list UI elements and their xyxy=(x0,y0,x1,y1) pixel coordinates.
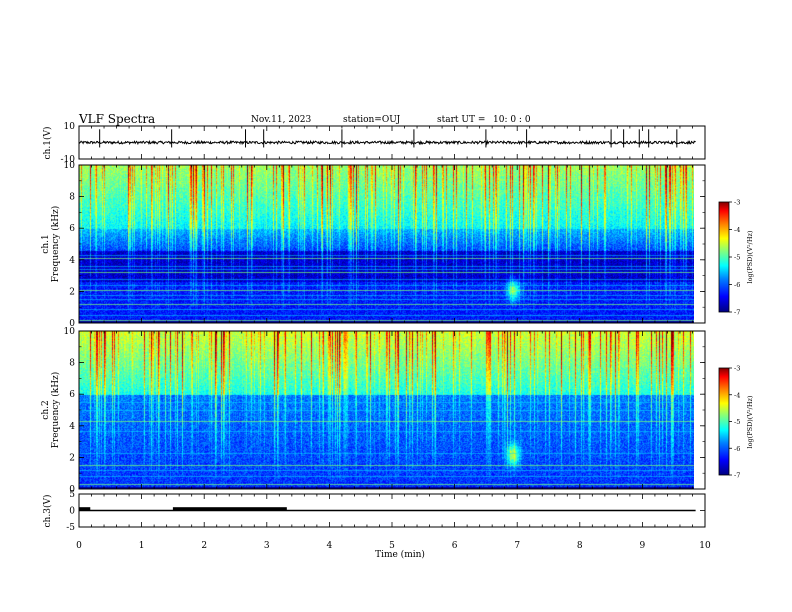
ch2-colorbar xyxy=(718,367,730,476)
ch3-signal-pulse xyxy=(79,507,91,511)
ch2-spectrogram xyxy=(78,330,706,490)
x-tick-label: 5 xyxy=(389,541,395,551)
x-tick-label: 6 xyxy=(452,541,458,551)
x-tick-label: 2 xyxy=(201,541,207,551)
colorbar-tick-label: -3 xyxy=(734,199,740,207)
ch1-waveform-ylabel: ch.1(V) xyxy=(42,127,53,160)
colorbar-labels: -3 -4 -5 -6 -7 -3 -4 -5 -6 -7 xyxy=(729,199,740,480)
colorbar-tick-label: -4 xyxy=(734,226,740,234)
y-tick-label: 10 xyxy=(64,122,76,132)
header-start-label: start UT = xyxy=(437,115,486,125)
x-tick-label: 7 xyxy=(514,541,520,551)
x-tick-label: 9 xyxy=(640,541,646,551)
y-tick-label: 10 xyxy=(64,327,76,337)
y-tick-label: 10 xyxy=(64,161,76,171)
y-tick-label: 6 xyxy=(69,224,75,234)
ch2-spectrogram-ylabel: ch.2 xyxy=(41,400,51,419)
ch1-spectrogram-ylabel2: Frequency (kHz) xyxy=(50,206,61,283)
x-tick-label: 10 xyxy=(699,541,711,551)
ch1-spectrogram xyxy=(78,164,706,324)
y-tick-label: 6 xyxy=(69,390,75,400)
colorbar-tick-label: -4 xyxy=(734,391,740,399)
colorbar-tick-label: -3 xyxy=(734,365,740,373)
ch1-spectrogram-ylabel: ch.1 xyxy=(41,234,51,253)
x-tick-label: 1 xyxy=(139,541,145,551)
ch3-signal-plot xyxy=(79,507,696,512)
ch1-colorbar xyxy=(718,201,730,313)
figure-title: VLF Spectra xyxy=(79,112,156,126)
y-tick-label: 2 xyxy=(69,287,75,297)
ch3-signal-pulse xyxy=(172,507,287,511)
ch2-colorbar-scale xyxy=(718,367,730,476)
y-tick-label: 0 xyxy=(69,507,75,517)
x-axis-label: Time (min) xyxy=(375,549,425,560)
ch1-waveform-line xyxy=(78,139,696,146)
y-tick-label: 0 xyxy=(69,485,75,495)
ch2-colorbar-label: log(PSD)(V²/Hz) xyxy=(746,395,754,448)
header-station: station=OUJ xyxy=(343,115,401,125)
x-tick-label: 3 xyxy=(264,541,270,551)
colorbar-tick-label: -6 xyxy=(734,281,740,289)
ch2-spectrogram-ylabel2: Frequency (kHz) xyxy=(50,372,61,449)
colorbar-tick-label: -6 xyxy=(734,445,740,453)
y-tick-label: 8 xyxy=(69,359,75,369)
x-tick-label: 0 xyxy=(76,541,82,551)
ch2-spectrogram-image xyxy=(79,331,694,489)
ch1-waveform-plot xyxy=(78,129,696,148)
ch1-colorbar-label: log(PSD)(V²/Hz) xyxy=(746,230,754,283)
ch3-signal-ylabel: ch.3(V) xyxy=(42,495,53,528)
y-tick-label: 0 xyxy=(69,319,75,329)
y-tick-label: 5 xyxy=(69,490,75,500)
colorbar-tick-label: -5 xyxy=(734,254,740,262)
ch1-colorbar-scale xyxy=(718,201,730,313)
header-start-time: 10: 0 : 0 xyxy=(493,115,531,125)
colorbar-tick-label: -7 xyxy=(734,309,740,317)
y-tick-label: 4 xyxy=(69,256,75,266)
colorbar-tick-label: -7 xyxy=(734,472,740,480)
x-tick-label: 4 xyxy=(327,541,333,551)
y-tick-label: -10 xyxy=(61,155,76,165)
y-tick-label: 2 xyxy=(69,453,75,463)
y-tick-label: 8 xyxy=(69,193,75,203)
y-tick-label: -5 xyxy=(66,523,75,533)
ch1-spectrogram-image xyxy=(79,165,694,323)
colorbar-tick-label: -5 xyxy=(734,418,740,426)
header-date: Nov.11, 2023 xyxy=(251,115,312,125)
x-tick-label: 8 xyxy=(577,541,583,551)
y-tick-label: 4 xyxy=(69,422,75,432)
